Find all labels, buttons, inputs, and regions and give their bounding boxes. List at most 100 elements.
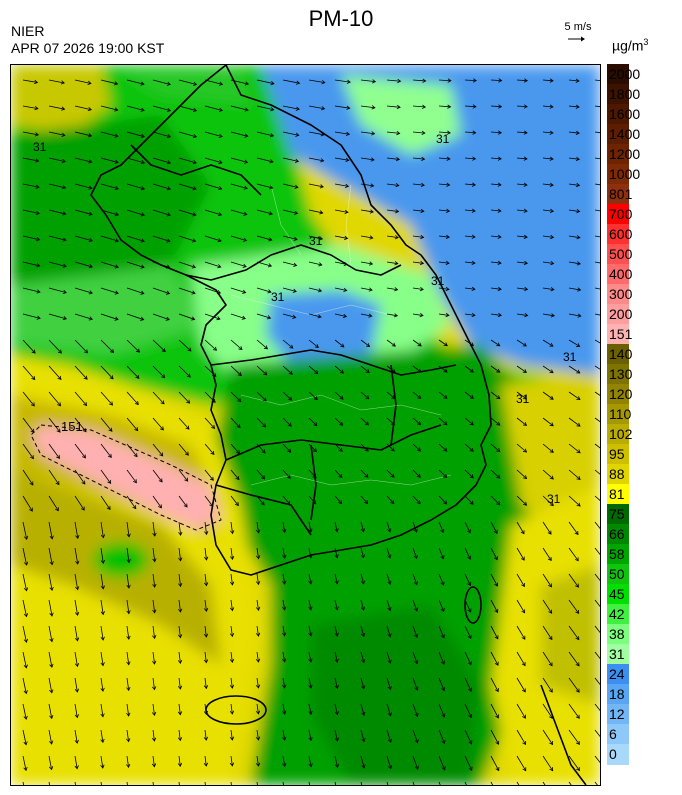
wind-arrow-head (334, 606, 339, 611)
wind-arrow-head (160, 400, 165, 405)
wind-arrow (490, 287, 502, 290)
wind-arrow (542, 573, 552, 588)
wind-arrow-head (178, 582, 183, 588)
wind-arrow (594, 625, 600, 634)
wind-arrow-head (364, 421, 370, 426)
wind-arrow (48, 365, 62, 380)
wind-arrow (22, 781, 25, 785)
wind-arrow-head (443, 473, 448, 479)
wind-arrow-head (338, 473, 343, 479)
wind-arrow-head (422, 78, 427, 83)
wind-arrow (74, 105, 92, 111)
wind-arrow-head (575, 130, 580, 135)
wind-arrow-head (549, 740, 553, 746)
wind-arrow (334, 599, 338, 610)
wind-arrow (490, 235, 501, 238)
wind-arrow-head (576, 422, 581, 427)
wind-arrow-head (498, 78, 503, 83)
legend-tick-label: 42 (609, 606, 625, 622)
wind-arrow-head (360, 606, 366, 611)
chart-title: PM-10 (308, 6, 374, 31)
wind-arrow (516, 443, 527, 453)
wind-arrow (256, 261, 272, 267)
unit-exponent: 3 (643, 37, 649, 47)
wind-arrow (464, 599, 471, 613)
wind-arrow-head (282, 736, 287, 741)
wind-arrow-head (549, 475, 554, 480)
wind-arrow (490, 391, 501, 399)
wind-arrow-head (177, 685, 183, 690)
wind-arrow (334, 235, 348, 239)
wind-arrow-head (36, 263, 41, 268)
wind-arrow-head (187, 347, 192, 352)
wind-arrow-head (361, 685, 366, 690)
wind-arrow (282, 469, 291, 479)
wind-arrow (542, 521, 552, 535)
wind-arrow (74, 365, 88, 380)
wind-arrow-head (441, 687, 446, 692)
wind-arrow (464, 313, 476, 316)
wind-arrow-head (472, 78, 477, 83)
wind-arrow (490, 521, 498, 534)
wind-arrow-head (23, 561, 29, 566)
wind-arrow (204, 417, 215, 429)
wind-arrow (230, 183, 248, 189)
wind-arrow-head (184, 477, 189, 482)
wind-arrow (256, 443, 266, 454)
wind-arrow (48, 651, 53, 668)
wind-arrow (256, 157, 274, 163)
wind-arrow-head (390, 499, 395, 505)
legend-tick-label: 500 (609, 246, 633, 262)
wind-arrow (308, 521, 312, 533)
wind-arrow (230, 521, 233, 534)
wind-arrow (204, 495, 214, 507)
wind-arrow-head (334, 658, 339, 663)
wind-arrow (568, 287, 581, 291)
wind-arrow-head (242, 237, 248, 242)
legend-swatch (607, 184, 629, 205)
wind-arrow (282, 339, 294, 349)
wind-arrow (282, 547, 286, 559)
wind-arrow (126, 521, 130, 537)
wind-arrow (308, 261, 322, 266)
wind-arrow (48, 183, 66, 189)
wind-arrow (126, 235, 145, 242)
wind-arrow-head (550, 313, 555, 318)
wind-arrow-head (308, 658, 313, 663)
wind-arrow-head (29, 507, 33, 512)
wind-arrow-head (440, 660, 445, 665)
wind-arrow-head (62, 289, 67, 295)
wind-arrow (334, 469, 343, 478)
wind-arrow-head (368, 287, 373, 292)
wind-arrow (74, 755, 78, 769)
wind-arrow-head (158, 504, 162, 509)
wind-arrow-head (443, 421, 448, 426)
wind-arrow (74, 209, 93, 215)
wind-arrow (438, 443, 448, 452)
legend-tick-label: 75 (609, 506, 625, 522)
legend-swatch (607, 84, 629, 105)
wind-arrow-head (241, 315, 246, 320)
legend-swatch (607, 404, 629, 425)
wind-arrow-head (467, 634, 472, 640)
wind-arrow-head (308, 528, 313, 533)
wind-arrow (464, 261, 475, 264)
wind-arrow-head (339, 395, 344, 400)
wind-arrow-head (313, 396, 318, 401)
wind-arrow-head (308, 554, 313, 559)
wind-arrow (542, 131, 554, 134)
wind-arrow-head (344, 183, 350, 188)
wind-arrow (594, 677, 600, 686)
wind-arrow (178, 625, 181, 638)
wind-arrow (386, 79, 401, 82)
wind-arrow (152, 495, 162, 509)
wind-arrow (126, 339, 140, 353)
wind-arrow (490, 599, 498, 613)
wind-arrow (360, 651, 365, 663)
wind-arrow (386, 105, 401, 108)
wind-arrow (568, 417, 581, 427)
wind-arrow-head (55, 481, 60, 486)
wind-arrow-head (549, 448, 554, 453)
wind-arrow-head (471, 260, 476, 265)
wind-arrow (438, 729, 445, 744)
